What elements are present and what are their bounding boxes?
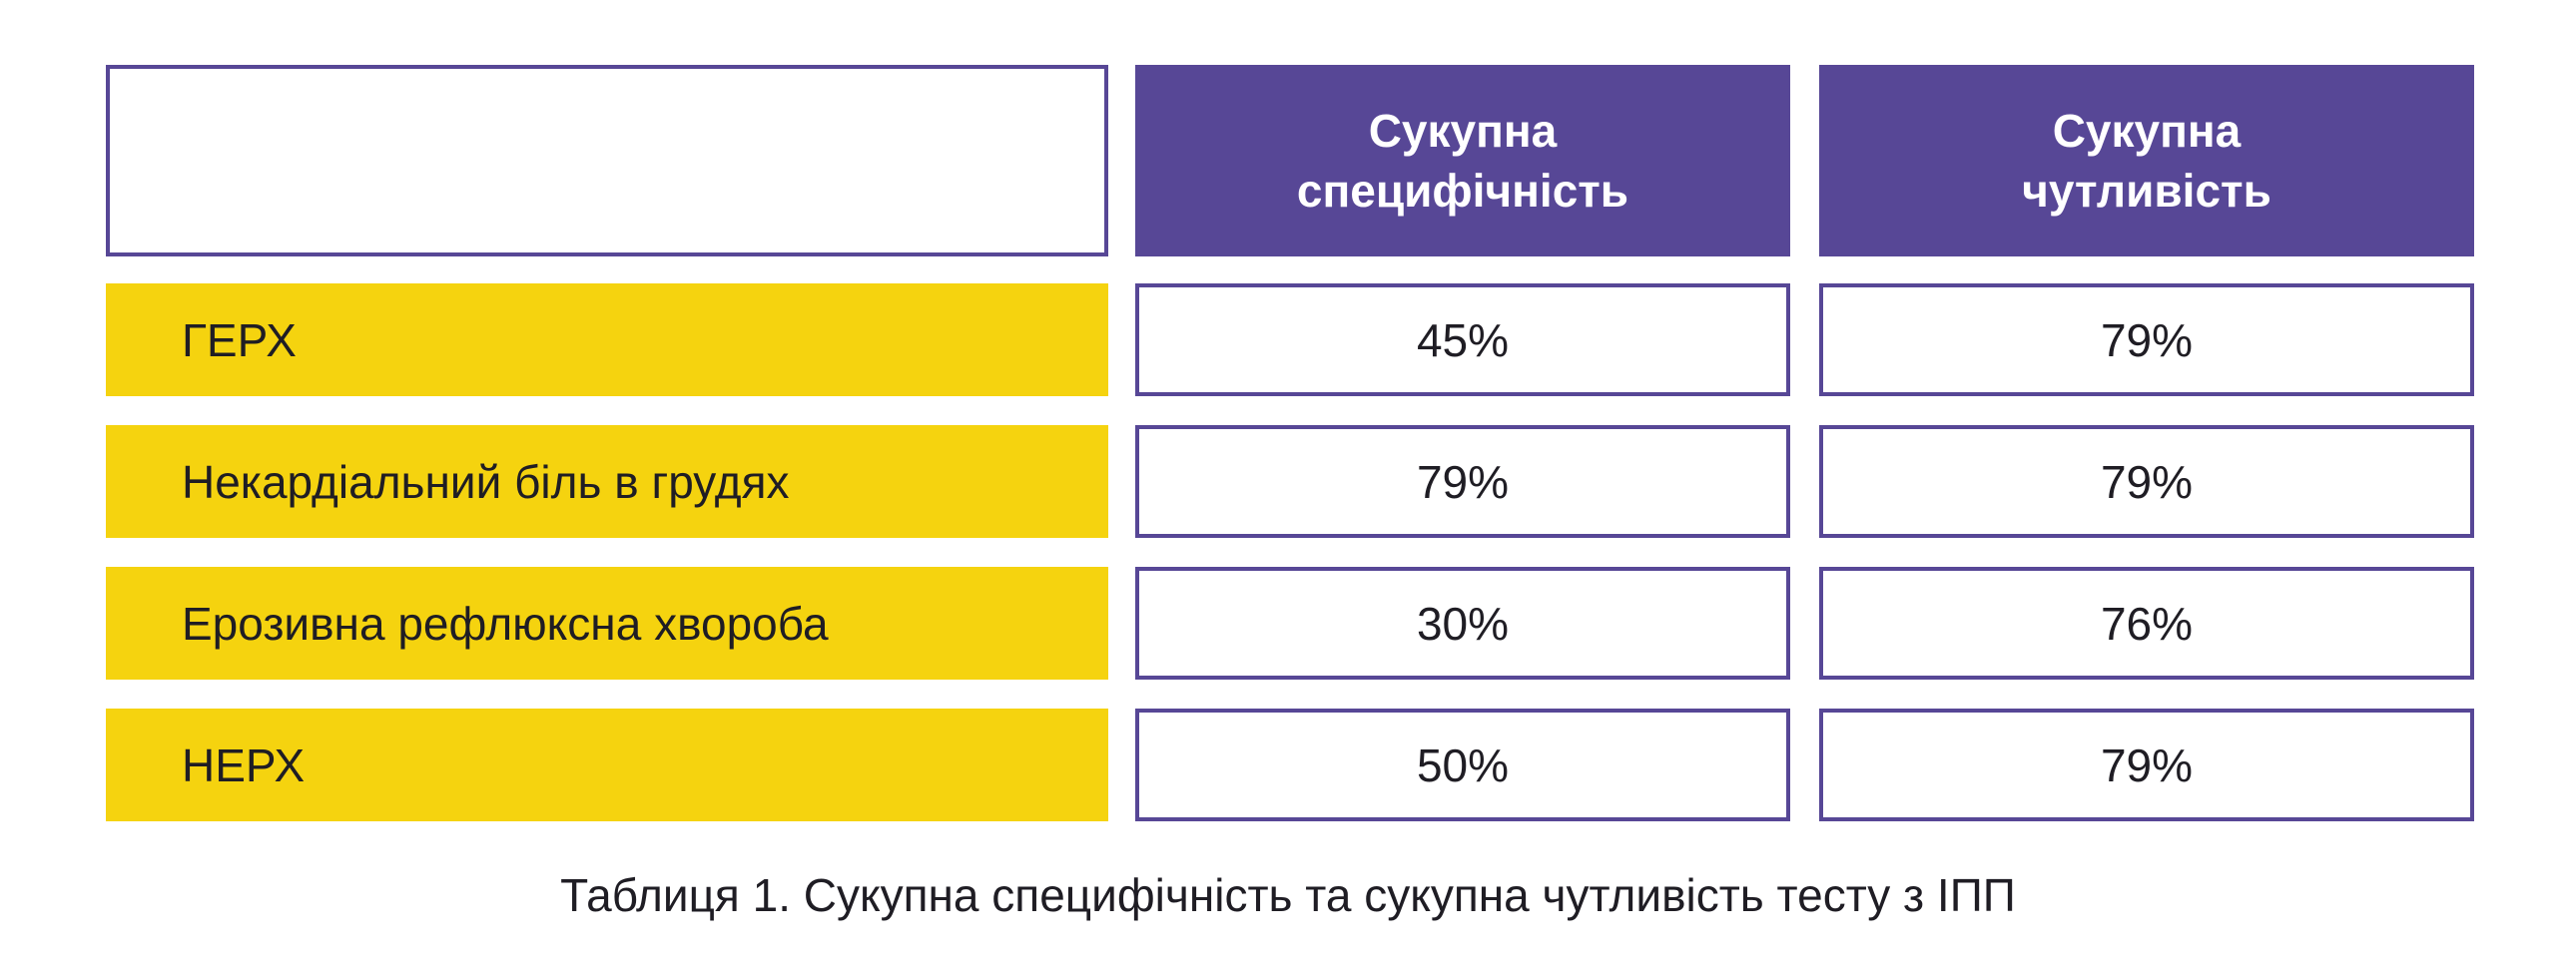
row-noncardiac-chest-pain-specificity: 79% (1135, 425, 1790, 538)
row-nerd-specificity: 50% (1135, 709, 1790, 821)
header-sensitivity: Сукупна чутливість (1819, 65, 2474, 256)
row-erosive-reflux-specificity: 30% (1135, 567, 1790, 680)
row-gerd-sensitivity: 79% (1819, 283, 2474, 396)
table-caption: Таблиця 1. Сукупна специфічність та суку… (560, 869, 2016, 921)
header-specificity: Сукупна специфічність (1135, 65, 1790, 256)
row-label-erosive-reflux: Ерозивна рефлюксна хвороба (106, 567, 1108, 680)
row-nerd-sensitivity: 79% (1819, 709, 2474, 821)
row-erosive-reflux-sensitivity: 76% (1819, 567, 2474, 680)
table-corner-cell (106, 65, 1108, 256)
row-noncardiac-chest-pain-sensitivity: 79% (1819, 425, 2474, 538)
row-label-noncardiac-chest-pain: Некардіальний біль в грудях (106, 425, 1108, 538)
row-label-gerd: ГЕРХ (106, 283, 1108, 396)
row-gerd-specificity: 45% (1135, 283, 1790, 396)
row-label-nerd: НЕРХ (106, 709, 1108, 821)
